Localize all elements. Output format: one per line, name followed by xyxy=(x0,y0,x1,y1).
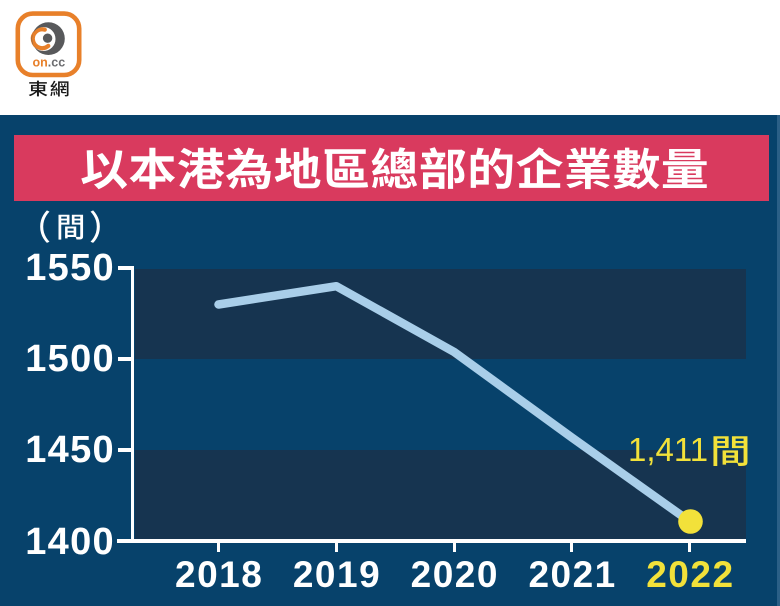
svg-text:on.cc: on.cc xyxy=(33,55,66,69)
